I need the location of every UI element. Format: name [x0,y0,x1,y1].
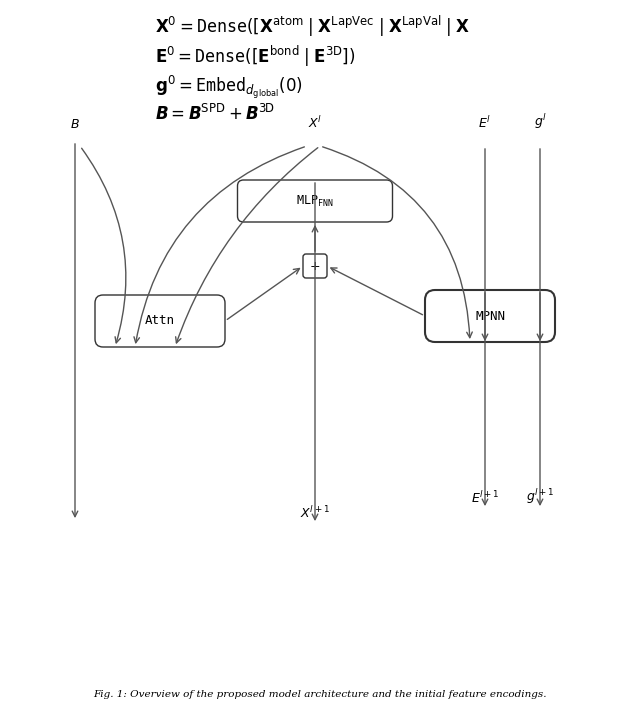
Text: MPNN: MPNN [475,309,505,323]
Text: +: + [310,260,320,272]
FancyArrowPatch shape [82,149,126,343]
Text: $\mathtt{MLP}_{\mathtt{FNN}}$: $\mathtt{MLP}_{\mathtt{FNN}}$ [296,193,334,208]
FancyBboxPatch shape [237,180,392,222]
Text: Fig. 1: Overview of the proposed model architecture and the initial feature enco: Fig. 1: Overview of the proposed model a… [93,690,547,699]
Text: $X^l$: $X^l$ [308,115,322,131]
FancyArrowPatch shape [134,147,305,343]
Text: Attn: Attn [145,314,175,328]
Text: $B$: $B$ [70,118,80,131]
FancyBboxPatch shape [95,295,225,347]
FancyArrowPatch shape [323,147,472,338]
Text: $E^{l+1}$: $E^{l+1}$ [470,490,499,506]
Text: $\mathbf{X}^0 = \mathtt{Dense}([\mathbf{X}^{\mathrm{atom}}\;|\;\mathbf{X}^{\math: $\mathbf{X}^0 = \mathtt{Dense}([\mathbf{… [155,14,470,39]
Text: $\mathbf{g}^0 = \mathtt{Embed}_{d_{\mathrm{global}}}(0)$: $\mathbf{g}^0 = \mathtt{Embed}_{d_{\math… [155,74,303,101]
Text: $X^{l+1}$: $X^{l+1}$ [300,505,330,521]
FancyBboxPatch shape [425,290,555,342]
Text: $\boldsymbol{B} = \boldsymbol{B}^{\mathrm{SPD}} + \boldsymbol{B}^{\mathrm{3D}}$: $\boldsymbol{B} = \boldsymbol{B}^{\mathr… [155,104,275,124]
Text: $E^l$: $E^l$ [479,115,492,131]
Text: $\mathbf{E}^0 = \mathtt{Dense}([\mathbf{E}^{\mathrm{bond}}\;|\;\mathbf{E}^{\math: $\mathbf{E}^0 = \mathtt{Dense}([\mathbf{… [155,44,355,69]
FancyBboxPatch shape [303,254,327,278]
Text: $g^l$: $g^l$ [534,112,547,131]
Text: $g^{l+1}$: $g^{l+1}$ [526,487,554,506]
FancyArrowPatch shape [175,148,318,343]
